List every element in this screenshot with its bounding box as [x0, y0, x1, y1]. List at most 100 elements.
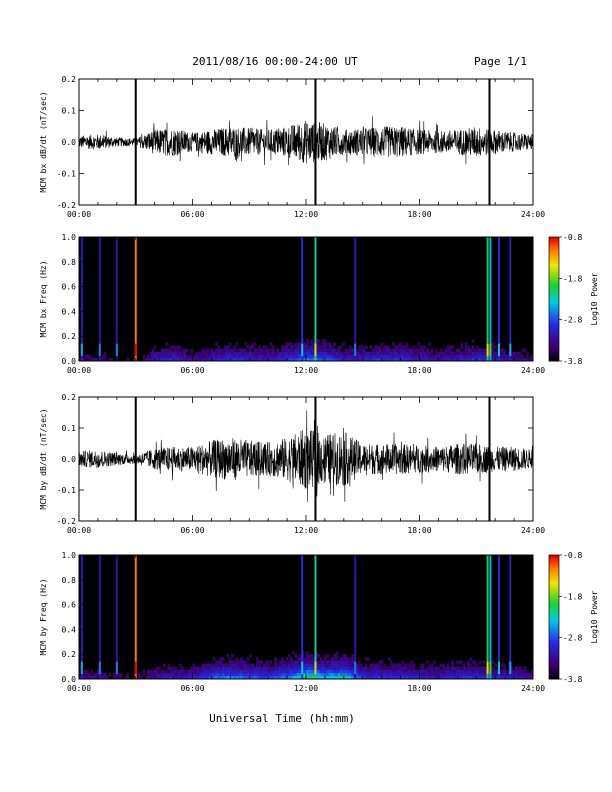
spectrogram-cell	[428, 672, 432, 677]
spectrogram-cell	[306, 660, 309, 664]
spectrogram-cell	[181, 351, 184, 356]
spectrogram-cell	[410, 660, 413, 664]
spectrogram-cell	[212, 672, 216, 677]
spectrogram-cell	[358, 663, 361, 667]
spectrogram-cell	[335, 672, 339, 677]
spectrogram-cell	[181, 666, 184, 670]
colorbar-swatch	[549, 627, 559, 630]
spectrogram-cell	[335, 675, 339, 680]
spectrogram-cell	[439, 672, 443, 677]
spectrogram-cell	[410, 354, 413, 359]
spectrogram-cell	[278, 660, 282, 664]
spectrogram-cell	[396, 672, 400, 677]
spectrogram-cell	[287, 351, 291, 356]
spectrogram-cell	[333, 660, 336, 664]
spectrogram-cell	[383, 669, 386, 674]
spectrogram-cell	[240, 675, 243, 680]
spectrogram-cell	[310, 675, 314, 680]
spectrogram-cell	[281, 657, 284, 661]
spectrogram-cell	[217, 666, 221, 670]
spectrogram-cell	[174, 354, 177, 359]
spectrogram-cell	[521, 357, 525, 362]
spectrogram-cell	[394, 675, 398, 680]
x-tick-label: 06:00	[180, 366, 204, 375]
colorbar-swatch	[549, 245, 559, 248]
spectrogram-cell	[469, 348, 473, 352]
spectrogram-cell	[117, 675, 121, 680]
spectrogram-cell	[101, 672, 105, 677]
spectrogram-cell	[349, 675, 352, 680]
spectrogram-cell	[365, 669, 368, 674]
spectrogram-cell	[430, 675, 434, 680]
spectrogram-cell	[310, 339, 314, 343]
spectrogram-cell	[530, 672, 534, 677]
spectrogram-cell	[319, 669, 323, 674]
spectrogram-cell	[476, 357, 479, 362]
spectrogram-cell	[151, 351, 155, 356]
spectrogram-cell	[517, 672, 520, 677]
spectrogram-line-base	[98, 661, 101, 675]
spectrogram-cell	[351, 663, 354, 667]
spectrogram-cell	[210, 669, 214, 674]
colorbar-swatch	[549, 604, 559, 608]
spectrogram-cell	[514, 675, 518, 680]
spectrogram-cell	[412, 354, 416, 359]
spectrogram-cell	[233, 669, 236, 674]
spectrogram-cell	[217, 345, 221, 349]
spectrogram-cell	[360, 669, 364, 674]
colorbar-swatch	[549, 340, 559, 343]
spectrogram-cell	[528, 675, 532, 680]
spectrogram-cell	[483, 660, 486, 664]
spectrogram-cell	[464, 351, 468, 356]
spectrogram-cell	[453, 675, 457, 680]
spectrogram-cell	[333, 675, 336, 680]
spectrogram-cell	[210, 354, 214, 359]
spectrogram-cell	[408, 672, 411, 677]
spectrogram-cell	[483, 675, 486, 680]
spectrogram-cell	[226, 354, 230, 359]
spectrogram-cell	[326, 351, 329, 356]
spectrogram-cell	[369, 672, 373, 677]
spectrogram-cell	[278, 675, 282, 680]
spectrogram-cell	[203, 672, 207, 677]
spectrogram-cell	[296, 342, 300, 346]
spectrogram-cell	[292, 357, 295, 362]
spectrogram-cell	[174, 675, 177, 680]
spectrogram-cell	[519, 357, 522, 362]
colorbar-swatch	[549, 311, 559, 314]
spectrogram-cell	[185, 357, 189, 362]
spectrogram-cell	[206, 348, 209, 352]
spectrogram-line	[314, 555, 317, 679]
spectrogram-cell	[510, 357, 513, 362]
spectrogram-cell	[212, 663, 216, 667]
spectrogram-cell	[262, 672, 266, 677]
spectrogram-cell	[383, 666, 386, 670]
spectrogram-cell	[401, 351, 404, 356]
spectrogram-cell	[396, 345, 400, 349]
colorbar-swatch	[549, 241, 559, 244]
colorbar-swatch	[549, 565, 559, 568]
spectrogram-cell	[467, 354, 470, 359]
spectrogram-cell	[142, 672, 146, 677]
spectrogram-cell	[151, 354, 155, 359]
spectrogram-cell	[144, 675, 148, 680]
spectrogram-cell	[471, 354, 475, 359]
colorbar-swatch	[549, 319, 559, 323]
colorbar-swatch	[549, 358, 559, 362]
spectrogram-cell	[421, 663, 425, 667]
spectrogram-cell	[162, 669, 166, 674]
spectrogram-cell	[244, 342, 248, 346]
spectrogram-cell	[430, 354, 434, 359]
spectrogram-cell	[333, 654, 336, 658]
colorbar-tick-label: -0.8	[563, 233, 582, 242]
spectrogram-cell	[385, 354, 389, 359]
spectrogram-cell	[378, 669, 382, 674]
spectrogram-cell	[201, 351, 205, 356]
colorbar-swatch	[549, 662, 559, 666]
spectrogram-cell	[403, 348, 407, 352]
spectrogram-cell	[319, 675, 323, 680]
spectrogram-cell	[217, 669, 221, 674]
spectrogram-cell	[258, 357, 261, 362]
x-tick-label: 06:00	[180, 210, 204, 219]
spectrogram-cell	[244, 354, 248, 359]
